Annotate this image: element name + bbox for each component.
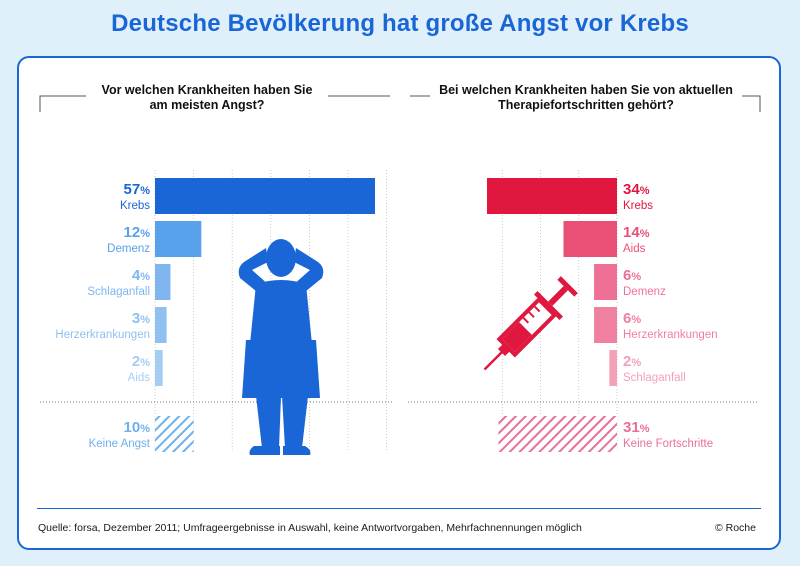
left-category-label: Schlaganfall xyxy=(87,286,150,298)
left-category-label: Demenz xyxy=(107,243,150,255)
right-value-label: 6% xyxy=(623,310,641,327)
left-value-label: 12% xyxy=(124,224,151,241)
chart-panel xyxy=(17,56,781,550)
right-category-label: Krebs xyxy=(623,200,653,212)
right-category-label: Schlaganfall xyxy=(623,372,686,384)
left-value-label: 57% xyxy=(124,181,151,198)
right-bar-0 xyxy=(487,178,617,214)
right-value-label: 14% xyxy=(623,224,650,241)
left-category-label: Krebs xyxy=(120,200,150,212)
right-category-label: Herzerkrankungen xyxy=(623,329,718,341)
left-value-label: 10% xyxy=(124,419,151,436)
left-category-label: Keine Angst xyxy=(89,438,151,450)
right-question: Bei welchen Krankheiten haben Sie von ak… xyxy=(430,83,742,113)
right-value-label: 31% xyxy=(623,419,650,436)
left-bar-5 xyxy=(155,416,194,452)
left-value-label: 2% xyxy=(132,353,150,370)
left-value-label: 3% xyxy=(132,310,150,327)
copyright: © Roche xyxy=(714,522,756,534)
left-bar-0 xyxy=(155,178,375,214)
page-title: Deutsche Bevölkerung hat große Angst vor… xyxy=(111,10,689,37)
left-bar-1 xyxy=(155,221,202,257)
right-bars: 34% Krebs 14% Aids 6% Demenz 6% Herzerkrankunge… xyxy=(487,178,718,452)
syringe-icon xyxy=(483,276,578,371)
footer-divider xyxy=(37,508,761,509)
right-bar-2 xyxy=(594,264,617,300)
right-category-label: Aids xyxy=(623,243,646,255)
source-note: Quelle: forsa, Dezember 2011; Umfrageerg… xyxy=(38,522,582,534)
person-icon xyxy=(238,239,324,455)
right-value-label: 6% xyxy=(623,267,641,284)
left-bars: 57% Krebs 12% Demenz 4% Schlaganfall 3% Herzerk… xyxy=(55,178,375,452)
left-category-label: Aids xyxy=(128,372,151,384)
right-bar-5 xyxy=(498,416,617,452)
right-category-label: Keine Fortschritte xyxy=(623,438,713,450)
right-value-label: 34% xyxy=(623,181,650,198)
left-value-label: 4% xyxy=(132,267,150,284)
left-category-label: Herzerkrankungen xyxy=(55,329,150,341)
left-question: Vor welchen Krankheiten haben Sie am mei… xyxy=(86,83,328,113)
left-bar-3 xyxy=(155,307,167,343)
left-bar-2 xyxy=(155,264,171,300)
right-bar-4 xyxy=(609,350,617,386)
right-category-label: Demenz xyxy=(623,286,666,298)
right-value-label: 2% xyxy=(623,353,641,370)
right-bar-3 xyxy=(594,307,617,343)
right-bar-1 xyxy=(563,221,617,257)
left-bar-4 xyxy=(155,350,163,386)
